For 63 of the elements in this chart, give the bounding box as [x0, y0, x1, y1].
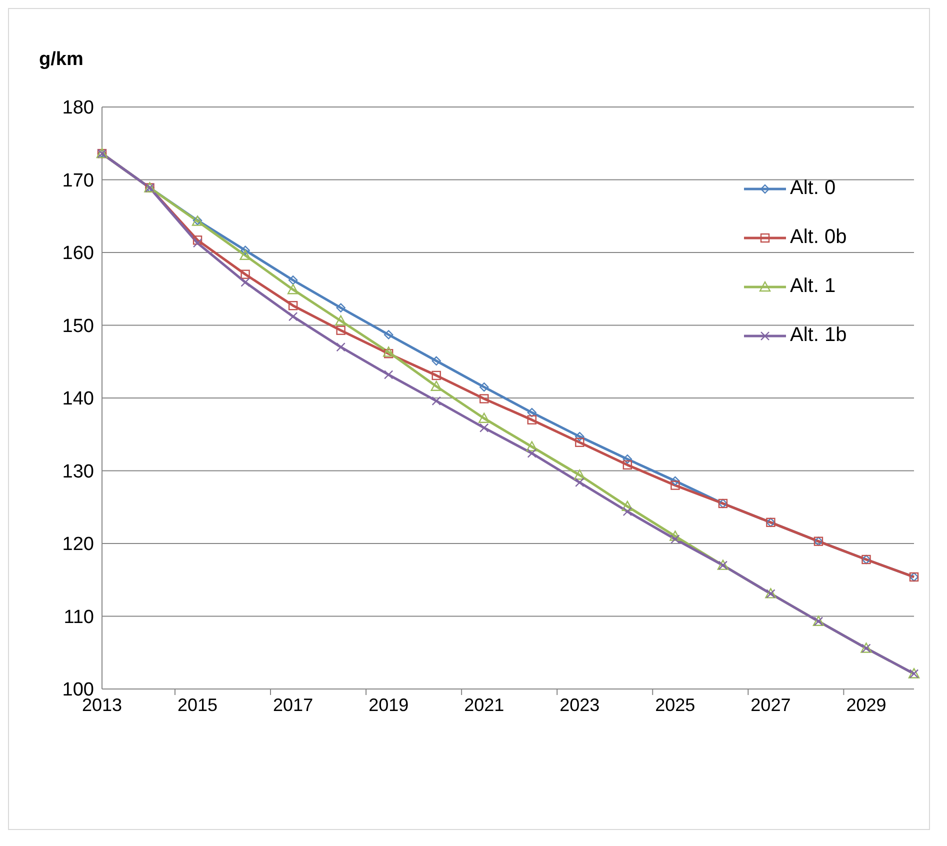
x-tick-label: 2027	[750, 695, 791, 715]
point	[432, 396, 441, 406]
point	[527, 448, 536, 458]
point	[335, 315, 346, 326]
point	[384, 330, 394, 340]
legend-label: Alt. 1b	[790, 324, 847, 347]
point	[670, 530, 681, 541]
x-tick-label: 2025	[655, 695, 696, 715]
y-tick-label: 120	[62, 534, 94, 556]
x-tick-label: 2017	[273, 695, 314, 715]
point	[526, 441, 538, 452]
point	[527, 408, 536, 418]
point	[432, 370, 441, 380]
point	[575, 432, 584, 442]
x-tick-label: 2021	[464, 695, 504, 715]
point	[336, 326, 346, 335]
point	[575, 478, 584, 487]
point	[336, 303, 346, 312]
point	[240, 246, 250, 255]
point	[240, 250, 251, 260]
point	[382, 346, 394, 357]
x-tick-label: 2015	[178, 695, 218, 715]
legend-label: Alt. 1	[790, 275, 836, 298]
y-tick-label: 150	[62, 316, 94, 337]
y-tick-label: 130	[62, 461, 94, 482]
point	[480, 423, 489, 432]
point	[288, 301, 298, 310]
point	[622, 506, 632, 516]
point	[478, 412, 490, 423]
point	[430, 380, 442, 391]
x-tick-label: 2023	[560, 695, 600, 715]
point	[192, 236, 202, 245]
point	[240, 270, 250, 279]
y-tick-label: 170	[62, 170, 94, 192]
point	[480, 394, 489, 404]
y-tick-label: 180	[62, 98, 94, 119]
point	[384, 370, 394, 380]
point	[192, 238, 202, 248]
point	[622, 454, 632, 464]
point	[670, 480, 680, 490]
point	[670, 476, 680, 486]
point	[622, 500, 634, 511]
y-tick-label: 140	[62, 388, 94, 410]
point	[336, 342, 346, 352]
point	[670, 534, 680, 544]
y-tick-label: 160	[62, 243, 94, 264]
legend-label: Alt. 0	[790, 177, 836, 200]
point	[288, 312, 298, 322]
point	[384, 349, 394, 358]
x-tick-label: 2029	[846, 695, 886, 715]
legend-label: Alt. 0b	[790, 226, 847, 249]
point	[287, 284, 299, 294]
point	[575, 438, 584, 447]
x-tick-label: 2019	[368, 695, 409, 715]
point	[480, 382, 489, 392]
point	[240, 278, 250, 287]
point	[288, 276, 298, 285]
y-tick-label: 110	[64, 606, 94, 628]
point	[622, 460, 632, 470]
point	[432, 356, 441, 366]
y-axis-title: g/km	[39, 49, 84, 71]
point	[574, 470, 586, 480]
point	[527, 415, 536, 424]
